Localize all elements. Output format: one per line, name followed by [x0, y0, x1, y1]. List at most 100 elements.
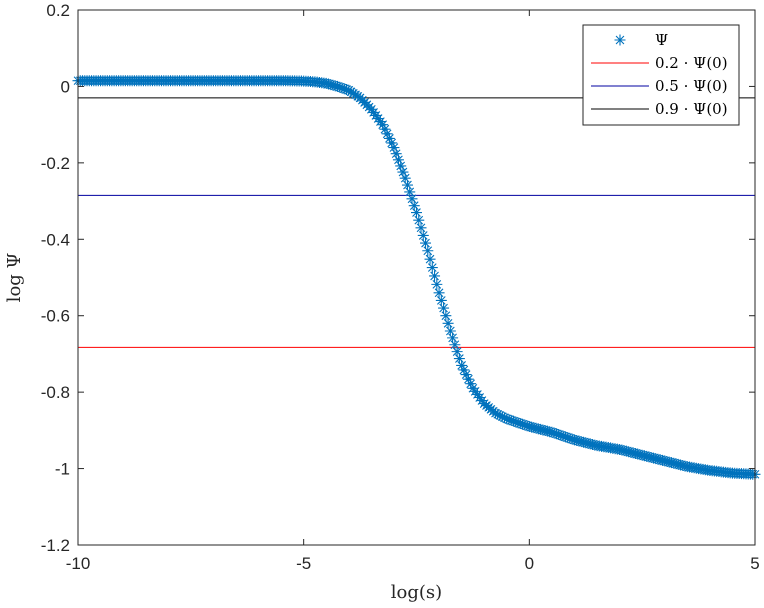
psi-marker	[564, 432, 576, 444]
psi-marker	[433, 287, 445, 299]
psi-marker	[526, 421, 538, 433]
psi-marker	[571, 434, 583, 446]
psi-marker	[451, 346, 463, 358]
psi-marker	[383, 132, 395, 144]
psi-marker	[519, 419, 531, 431]
psi-marker	[456, 359, 468, 371]
legend-box	[582, 24, 740, 126]
psi-marker	[404, 186, 416, 198]
y-tick-label: -0.4	[41, 230, 70, 249]
psi-marker	[453, 353, 465, 365]
psi-marker	[587, 438, 599, 450]
psi-marker	[670, 458, 682, 470]
psi-marker	[332, 80, 344, 92]
y-axis: -1.2 -1 -0.8 -0.6 -0.4 -0.2 0 0.2	[41, 1, 755, 555]
psi-marker	[677, 460, 689, 472]
psi-marker	[377, 119, 389, 131]
psi-marker	[641, 450, 653, 462]
psi-marker	[510, 416, 522, 428]
psi-marker	[663, 456, 675, 468]
psi-marker	[528, 422, 540, 434]
psi-marker	[632, 448, 644, 460]
psi-marker	[659, 455, 671, 467]
psi-marker	[460, 369, 472, 381]
psi-marker	[411, 207, 422, 219]
psi-marker	[537, 424, 549, 436]
legend-item-0: Ψ	[614, 31, 668, 49]
psi-marker	[406, 193, 418, 205]
psi-marker	[397, 166, 409, 178]
psi-marker	[467, 382, 479, 394]
psi-marker	[668, 457, 680, 469]
psi-marker	[336, 82, 348, 94]
psi-marker	[573, 435, 585, 447]
psi-marker	[442, 317, 454, 329]
legend: Ψ 0.2 · Ψ(0) 0.5 · Ψ(0) 0.9 · Ψ(0)	[582, 24, 740, 126]
psi-marker	[334, 81, 346, 93]
psi-marker	[636, 449, 648, 461]
x-axis-label: log(s)	[391, 582, 442, 603]
psi-marker	[399, 172, 411, 184]
legend-item-1: 0.2 · Ψ(0)	[591, 54, 728, 72]
legend-marker-psi	[614, 34, 626, 46]
legend-label: 0.9 · Ψ(0)	[655, 100, 728, 118]
y-tick-label: -0.6	[41, 307, 70, 326]
x-axis: -10 -5 0 5	[66, 10, 760, 573]
psi-marker	[474, 391, 486, 403]
psi-marker	[320, 77, 332, 89]
psi-marker	[370, 109, 382, 121]
psi-marker	[390, 148, 402, 160]
psi-marker	[672, 458, 684, 470]
psi-marker	[381, 128, 393, 140]
y-tick-label: -1.2	[41, 536, 70, 555]
psi-marker	[562, 432, 574, 444]
psi-marker	[469, 385, 481, 397]
psi-marker	[426, 262, 438, 274]
psi-marker	[471, 388, 483, 400]
psi-marker	[589, 439, 601, 451]
legend-item-3: 0.9 · Ψ(0)	[591, 100, 728, 118]
psi-marker	[413, 214, 425, 226]
psi-marker	[582, 437, 594, 449]
psi-marker	[661, 456, 673, 468]
psi-marker	[408, 200, 420, 212]
psi-marker	[417, 229, 429, 241]
x-tick-label: -10	[66, 554, 91, 573]
psi-marker	[420, 237, 432, 249]
y-tick-label: 0.2	[46, 1, 70, 20]
x-tick-label: 5	[750, 554, 759, 573]
plot-frame	[77, 9, 756, 546]
psi-marker	[618, 445, 630, 457]
psi-marker	[643, 451, 655, 463]
psi-marker	[546, 426, 558, 438]
psi-marker	[553, 429, 565, 441]
psi-marker	[435, 294, 447, 306]
psi-marker	[338, 83, 350, 95]
psi-marker	[449, 339, 461, 351]
psi-marker	[575, 436, 587, 448]
psi-marker	[388, 142, 400, 154]
psi-marker	[627, 447, 639, 459]
psi-marker	[555, 429, 567, 441]
psi-marker	[424, 253, 436, 265]
x-tick-label: -5	[296, 554, 311, 573]
psi-marker	[476, 395, 488, 407]
psi-marker	[566, 433, 578, 445]
psi-marker	[458, 364, 470, 376]
psi-marker	[462, 373, 474, 385]
psi-marker	[438, 302, 450, 314]
psi-marker	[501, 413, 513, 425]
psi-marker	[325, 79, 337, 91]
psi-marker	[329, 80, 341, 92]
y-tick-label: -0.8	[41, 383, 70, 402]
psi-marker	[499, 412, 511, 424]
psi-marker	[652, 453, 664, 465]
psi-marker	[512, 417, 524, 429]
psi-marker	[379, 123, 391, 135]
psi-marker	[647, 452, 659, 464]
psi-marker	[666, 457, 678, 469]
psi-marker	[429, 270, 441, 282]
psi-marker	[568, 434, 580, 446]
psi-marker	[679, 460, 691, 472]
